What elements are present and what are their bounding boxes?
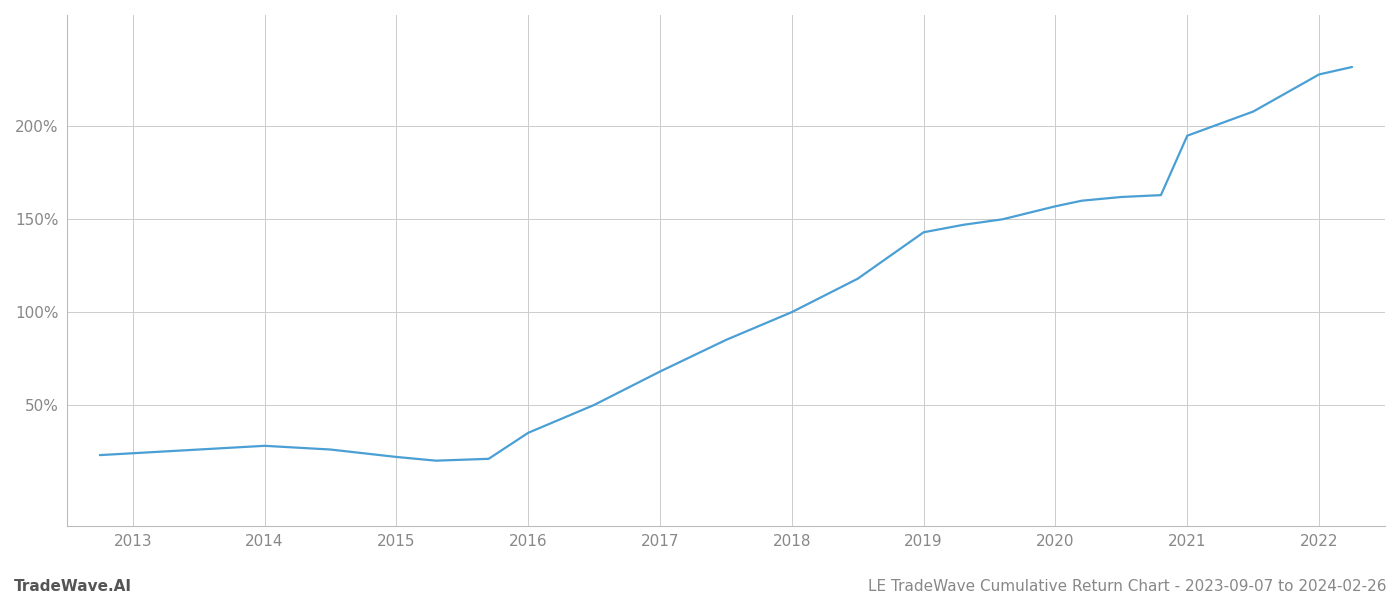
Text: LE TradeWave Cumulative Return Chart - 2023-09-07 to 2024-02-26: LE TradeWave Cumulative Return Chart - 2… <box>868 579 1386 594</box>
Text: TradeWave.AI: TradeWave.AI <box>14 579 132 594</box>
